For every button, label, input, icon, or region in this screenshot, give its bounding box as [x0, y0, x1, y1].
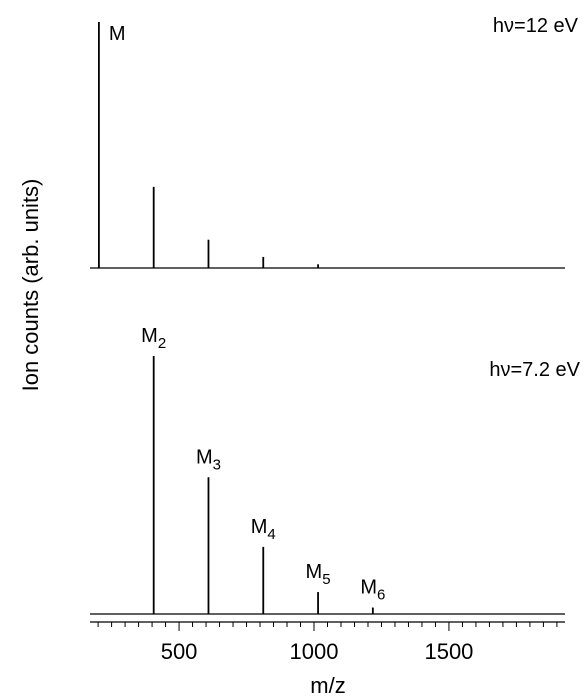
panel-1-peak-label-1: M3 [196, 446, 221, 473]
panel-1-peak-label-4: M6 [360, 577, 385, 604]
panel-top-condition: hν=12 eV [493, 15, 579, 37]
panel-1-peak-label-0: M2 [141, 325, 166, 352]
x-tick-label-1: 1000 [290, 639, 339, 664]
panel-bottom-condition: hν=7.2 eV [489, 359, 580, 381]
x-tick-label-2: 1500 [424, 639, 473, 664]
x-axis-label: m/z [310, 673, 345, 698]
panel-0-peak-label-0: M [109, 23, 126, 45]
y-axis-label: Ion counts (arb. units) [18, 179, 43, 392]
panel-1-peak-label-3: M5 [306, 561, 331, 588]
panel-1-peak-label-2: M4 [251, 516, 276, 543]
chart-marks: M M2 M3 M4 M5 M6 500 1000 1500 [90, 22, 565, 664]
x-tick-label-0: 500 [161, 639, 198, 664]
